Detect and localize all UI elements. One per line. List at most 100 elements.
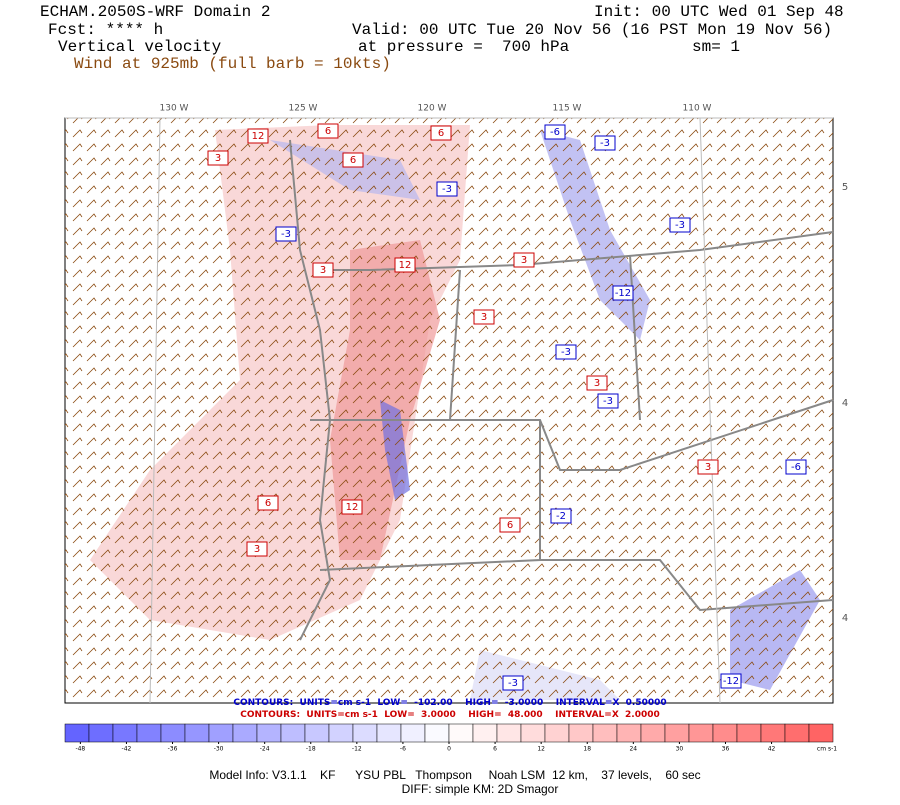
contour-label: 3 [594,378,600,389]
contour-label: -3 [675,220,685,231]
contour-label-box [597,393,619,409]
latitude-label: 5 [842,182,848,193]
colorbar-tick-label: 36 [722,746,730,753]
diff-info: DIFF: simple KM: 2D Smagor [402,782,559,796]
colorbar-cell [160,723,186,743]
longitude-label: 115 W [553,104,582,114]
model-info: Model Info: V3.1.1 KF YSU PBL Thompson N… [209,768,700,782]
contour-label: 3 [481,312,487,323]
colorbar-cell [712,723,738,743]
pressure: at pressure = 700 hPa [358,38,570,56]
colorbar-cell [688,723,714,743]
colorbar-tick-label: 18 [583,746,591,753]
contour-label: -3 [561,347,571,358]
colorbar-cell [328,723,354,743]
valid: Valid: 00 UTC Tue 20 Nov 56 (16 PST Mon … [352,21,832,39]
colorbar-cell [784,723,810,743]
init: Init: 00 UTC Wed 01 Sep 48 [594,3,844,21]
contour-label-box [513,252,535,268]
contour-label: -12 [615,288,631,299]
contour-label: 3 [215,153,221,164]
colorbar-cell [448,723,474,743]
contour-label-box [430,125,452,141]
colorbar-cell [256,723,282,743]
contour-label-box [720,673,742,689]
colorbar-cell [568,723,594,743]
colorbar-cell [304,723,330,743]
contour-label-box [544,124,566,140]
colorbar-cell [400,723,426,743]
contour-label: -3 [603,396,613,407]
colorbar-cell [232,723,258,743]
contour-label-box [785,459,807,475]
contour-label-box [275,226,297,242]
contour-label: -2 [556,511,566,522]
colorbar-tick-label: -18 [306,746,316,753]
colorbar-tick-label: -48 [75,746,85,753]
colorbar-cell [424,723,450,743]
colorbar-cell [136,723,162,743]
colorbar: -48 -42 -36 -30 -24 -18 -12 -6 0 6 12 18 24 30 36 42 cm … [64,723,837,753]
colorbar-cell [376,723,402,743]
colorbar-cell [736,723,762,743]
smooth: sm= 1 [692,38,740,56]
colorbar-cell [640,723,666,743]
colorbar-tick-label: 42 [768,746,776,753]
longitude-label: 110 W [683,104,712,114]
contour-label: 6 [325,126,331,137]
contour-label-box [555,344,577,360]
contour-label-box [436,181,458,197]
contour-label-box [312,262,334,278]
contour-label-box [207,150,229,166]
contour-label: 6 [350,155,356,166]
colorbar-cell [64,723,90,743]
colorbar-cell [664,723,690,743]
contour-label-box [669,217,691,233]
colorbar-tick-label: -24 [260,746,270,753]
contour-label: -3 [600,138,610,149]
colorbar-tick-label: -12 [352,746,362,753]
colorbar-cell [88,723,114,743]
title: ECHAM.2050S-WRF Domain 2 [40,3,270,21]
contour-label-box [342,152,364,168]
contour-label: -3 [442,184,452,195]
contour-label: 3 [320,265,326,276]
longitude-label: 125 W [289,104,318,114]
contour-label: 6 [265,498,271,509]
contour-label: 3 [254,544,260,555]
contour-label: -12 [723,676,739,687]
wind-title: Wind at 925mb (full barb = 10kts) [74,55,391,73]
longitude-label: 120 W [418,104,447,114]
colorbar-cell [520,723,546,743]
colorbar-units: cm s-1 [817,746,837,753]
colorbar-cell [280,723,306,743]
contour-label: 12 [399,260,412,271]
contour-label: -6 [791,462,801,473]
colorbar-cell [208,723,234,743]
contour-label-box [612,285,634,301]
colorbar-cell [616,723,642,743]
contour-label-box [246,541,268,557]
contour-label-box [499,517,521,533]
colorbar-tick-label: -36 [168,746,178,753]
colorbar-cell [496,723,522,743]
colorbar-tick-label: 24 [629,746,637,753]
colorbar-cell [592,723,618,743]
contour-label: 12 [346,502,359,513]
contour-label: 3 [705,462,711,473]
colorbar-cell [112,723,138,743]
contour-label-box [247,128,269,144]
contour-label-box [550,508,572,524]
colorbar-tick-label: -30 [214,746,224,753]
colorbar-cell [544,723,570,743]
map [64,117,834,704]
contour-label-box [473,309,495,325]
contour-label-box [502,675,524,691]
colorbar-cell [184,723,210,743]
contour-label: 6 [507,520,513,531]
colorbar-tick-label: 30 [676,746,684,753]
contour-label-box [341,499,363,515]
colorbar-tick-label: 0 [447,746,451,753]
contour-label-box [394,257,416,273]
